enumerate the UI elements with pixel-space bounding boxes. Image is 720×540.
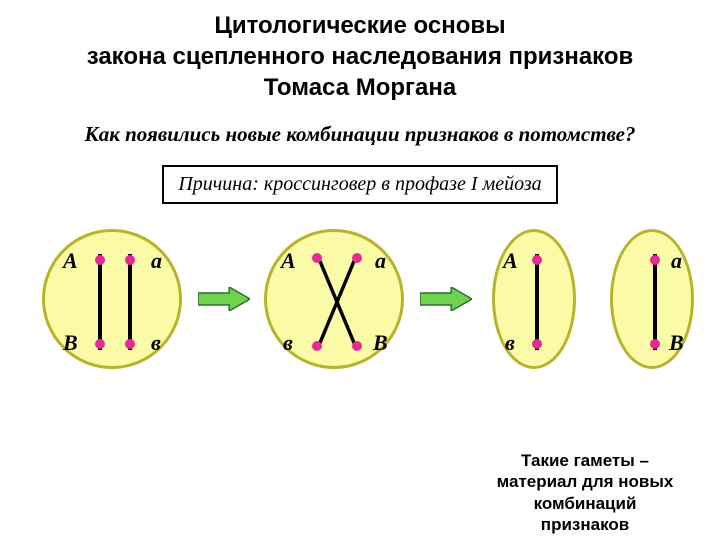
cell-parental: Аа Вв [42,229,182,369]
allele-label: в [283,330,293,356]
subtitle: Как появились новые комбинации признаков… [0,122,720,147]
crossover-diagram: АаВвАавВАваВ [0,229,720,449]
allele-locus-dot [95,255,105,265]
allele-label: В [669,330,684,356]
footer-line-4: признаков [470,514,700,535]
chromosome [535,254,539,350]
arrow-icon [198,287,250,311]
chromosome [653,254,657,350]
allele-label: А [281,248,296,274]
allele-label: а [671,248,682,274]
allele-label: а [151,248,162,274]
allele-locus-dot [312,253,322,263]
reason-box: Причина: кроссинговер в профазе I мейоза [162,165,557,204]
allele-locus-dot [125,339,135,349]
cell-gamete-1: Ав [492,229,576,369]
footer-line-3: комбинаций [470,493,700,514]
allele-locus-dot [650,255,660,265]
footer-caption: Такие гаметы – материал для новых комбин… [470,450,700,535]
title-line-2: закона сцепленного наследования признако… [0,41,720,72]
allele-label: В [373,330,388,356]
allele-locus-dot [532,339,542,349]
allele-label: в [505,330,515,356]
allele-label: в [151,330,161,356]
title-line-3: Томаса Моргана [0,72,720,103]
chromosome [128,254,132,350]
title-line-1: Цитологические основы [0,10,720,41]
allele-locus-dot [95,339,105,349]
allele-locus-dot [650,339,660,349]
allele-label: а [375,248,386,274]
allele-locus-dot [352,253,362,263]
allele-label: А [503,248,518,274]
title-block: Цитологические основы закона сцепленного… [0,0,720,104]
allele-locus-dot [352,341,362,351]
cell-crossover: Аа в В [264,229,404,369]
allele-label: В [63,330,78,356]
allele-label: А [63,248,78,274]
arrow-icon [420,287,472,311]
allele-locus-dot [312,341,322,351]
cell-gamete-2: аВ [610,229,694,369]
footer-line-1: Такие гаметы – [470,450,700,471]
allele-locus-dot [532,255,542,265]
footer-line-2: материал для новых [470,471,700,492]
allele-locus-dot [125,255,135,265]
chromosome [98,254,102,350]
